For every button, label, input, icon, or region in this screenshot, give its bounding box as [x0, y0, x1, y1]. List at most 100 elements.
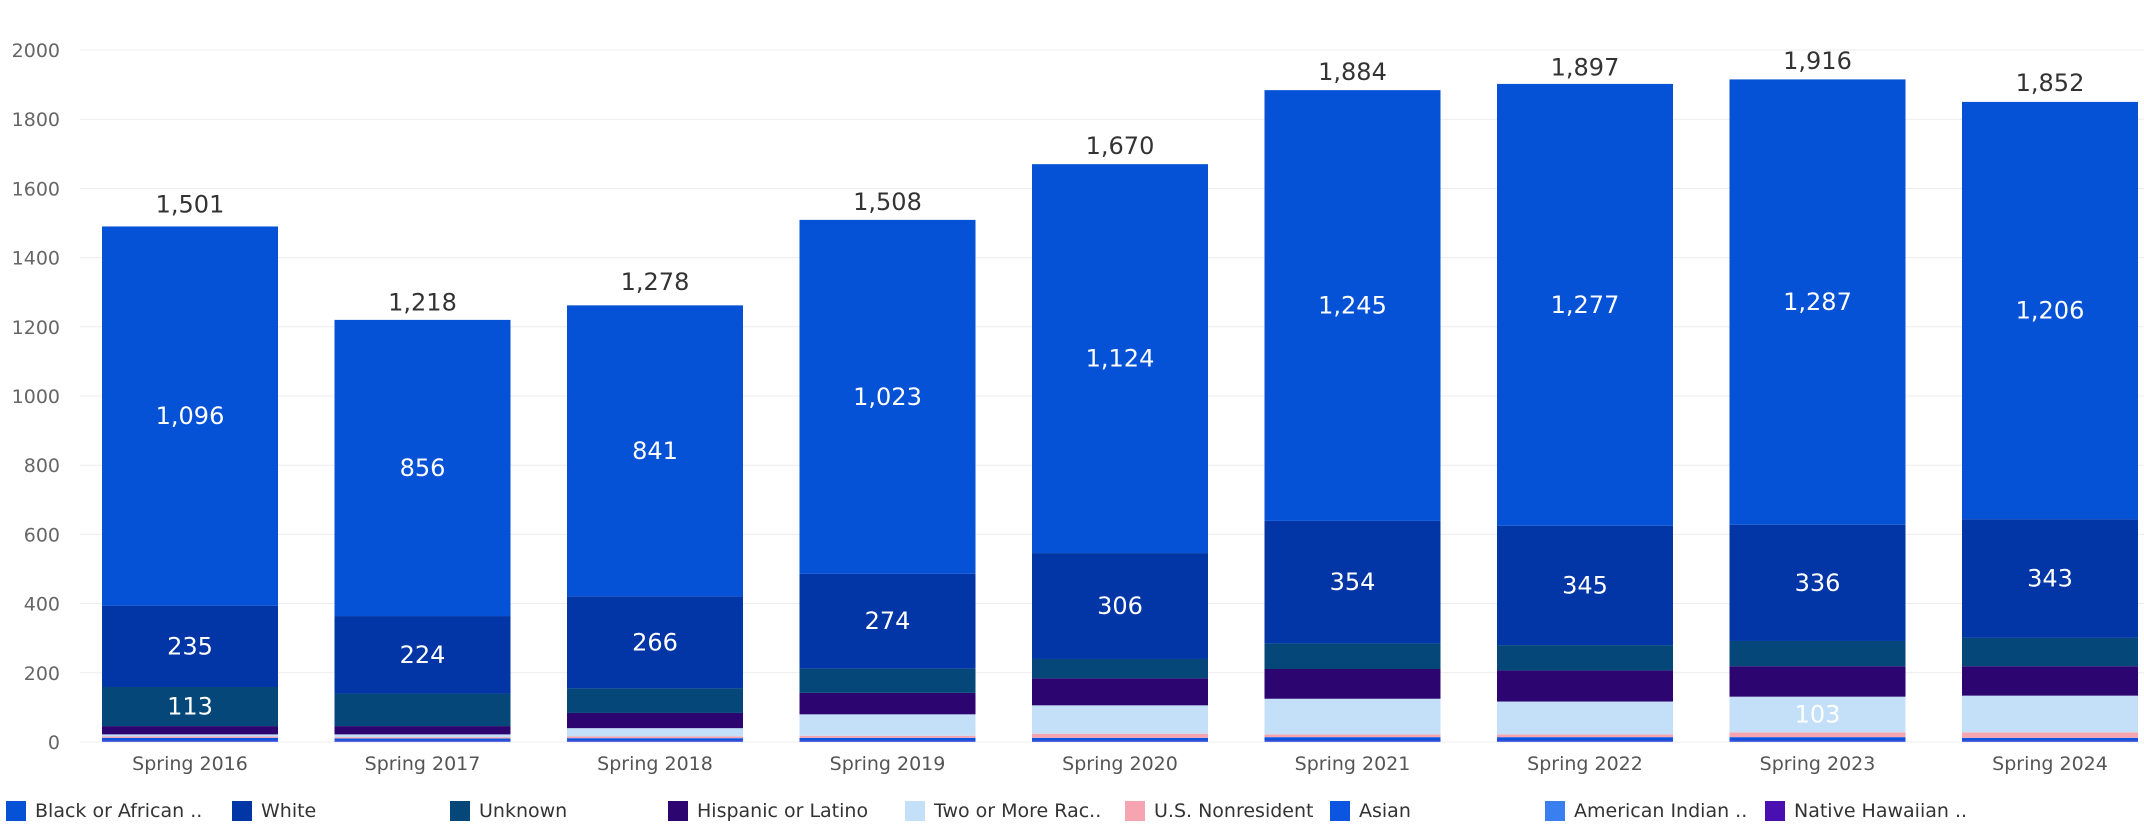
legend-item-two-or-more-rac[interactable]: Two or More Rac..: [905, 800, 1101, 822]
bar-segment-unknown[interactable]: [567, 688, 743, 713]
legend-swatch: [1765, 801, 1785, 821]
bar-segment-two-or-more-rac[interactable]: [102, 734, 278, 737]
bar-segment-asian[interactable]: [567, 738, 743, 741]
bar-segment-american-indian[interactable]: [1729, 741, 1906, 742]
bar-segment-u-s-nonresident[interactable]: [1729, 732, 1906, 738]
bar-segment-unknown[interactable]: [799, 668, 976, 693]
bar-segment-white[interactable]: [1497, 525, 1673, 646]
bar-segment-hispanic-or-latino[interactable]: [102, 726, 278, 735]
bar-segment-native-hawaiian[interactable]: [1729, 740, 1906, 742]
bar-segment-american-indian[interactable]: [1032, 741, 1208, 742]
bar-segment-white[interactable]: [1962, 519, 2138, 638]
bar-segment-black-or-african[interactable]: [1032, 164, 1208, 554]
legend-label: U.S. Nonresident: [1154, 800, 1314, 822]
bar-segment-unknown[interactable]: [1497, 645, 1673, 671]
bar-segment-asian[interactable]: [1497, 737, 1673, 741]
bar-segment-two-or-more-rac[interactable]: [799, 714, 976, 736]
bar-segment-u-s-nonresident[interactable]: [1497, 734, 1673, 738]
bar-segment-two-or-more-rac[interactable]: [1032, 705, 1208, 734]
legend-item-white[interactable]: White: [232, 800, 316, 822]
bar-segment-two-or-more-rac[interactable]: [1729, 696, 1906, 733]
bar-segment-native-hawaiian[interactable]: [799, 740, 976, 742]
bar-segment-two-or-more-rac[interactable]: [1497, 701, 1673, 735]
bar-segment-unknown[interactable]: [102, 686, 278, 727]
legend-item-u-s-nonresident[interactable]: U.S. Nonresident: [1125, 800, 1313, 822]
bar-segment-white[interactable]: [102, 605, 278, 687]
bar-segment-american-indian[interactable]: [799, 741, 976, 742]
x-category-label: Spring 2016: [132, 753, 248, 775]
bar-segment-u-s-nonresident[interactable]: [1264, 734, 1441, 738]
bar-segment-black-or-african[interactable]: [1264, 90, 1441, 521]
legend-item-unknown[interactable]: Unknown: [450, 800, 567, 822]
bar-segment-asian[interactable]: [334, 738, 511, 741]
legend-swatch: [1330, 801, 1350, 821]
bar-segment-asian[interactable]: [102, 737, 278, 741]
bar-segment-asian[interactable]: [1962, 737, 2138, 741]
x-category-label: Spring 2024: [1992, 753, 2108, 775]
bar-segment-asian[interactable]: [1729, 737, 1906, 741]
bar-segment-unknown[interactable]: [1729, 640, 1906, 667]
bar-segment-white[interactable]: [1032, 553, 1208, 659]
bar-segment-hispanic-or-latino[interactable]: [567, 712, 743, 729]
bar-segment-white[interactable]: [567, 596, 743, 689]
bar-segment-black-or-african[interactable]: [1962, 101, 2138, 520]
bar-segment-black-or-african[interactable]: [1729, 79, 1906, 525]
bar-segment-native-hawaiian[interactable]: [1264, 740, 1441, 742]
bar-segment-american-indian[interactable]: [1962, 741, 2138, 742]
bar-segment-two-or-more-rac[interactable]: [1264, 698, 1441, 735]
bar-segment-u-s-nonresident[interactable]: [334, 737, 511, 739]
legend-item-american-indian[interactable]: American Indian ..: [1545, 800, 1747, 822]
bar-segment-hispanic-or-latino[interactable]: [334, 726, 511, 735]
bar-total-label: 1,670: [1086, 132, 1155, 160]
bar-segment-native-hawaiian[interactable]: [102, 740, 278, 742]
bar-segment-u-s-nonresident[interactable]: [1032, 733, 1208, 738]
bar-segment-white[interactable]: [799, 573, 976, 669]
legend-label: White: [261, 800, 317, 822]
bar-segment-hispanic-or-latino[interactable]: [1032, 678, 1208, 706]
bar-segment-white[interactable]: [1264, 520, 1441, 644]
bar-segment-american-indian[interactable]: [567, 741, 743, 742]
bar-segment-american-indian[interactable]: [1497, 741, 1673, 742]
bar-segment-american-indian[interactable]: [1264, 741, 1441, 742]
bar-segment-black-or-african[interactable]: [799, 219, 976, 574]
bar-segment-hispanic-or-latino[interactable]: [1729, 666, 1906, 697]
bar-segment-two-or-more-rac[interactable]: [334, 734, 511, 738]
legend-item-asian[interactable]: Asian: [1330, 800, 1411, 822]
bar-segment-native-hawaiian[interactable]: [1962, 740, 2138, 742]
bar-segment-unknown[interactable]: [334, 693, 511, 727]
bar-segment-u-s-nonresident[interactable]: [799, 735, 976, 738]
bar-segment-asian[interactable]: [1032, 737, 1208, 741]
bar-segment-american-indian[interactable]: [334, 741, 511, 742]
bar-segment-white[interactable]: [334, 616, 511, 694]
bar-segment-native-hawaiian[interactable]: [567, 740, 743, 742]
bar-segment-unknown[interactable]: [1962, 637, 2138, 667]
bar-segment-hispanic-or-latino[interactable]: [799, 692, 976, 715]
bar-segment-white[interactable]: [1729, 524, 1906, 641]
bar-segment-asian[interactable]: [1264, 737, 1441, 741]
bar-segment-native-hawaiian[interactable]: [1032, 740, 1208, 742]
bar-total-label: 1,278: [621, 268, 690, 296]
bar-segment-unknown[interactable]: [1032, 658, 1208, 679]
bar-segment-hispanic-or-latino[interactable]: [1497, 670, 1673, 702]
bar-segment-hispanic-or-latino[interactable]: [1264, 668, 1441, 699]
bar-segment-hispanic-or-latino[interactable]: [1962, 666, 2138, 696]
segment-value-label: 841: [632, 437, 678, 465]
legend-item-hispanic-or-latino[interactable]: Hispanic or Latino: [668, 800, 868, 822]
bar-segment-black-or-african[interactable]: [102, 226, 278, 606]
bar-segment-two-or-more-rac[interactable]: [1962, 695, 2138, 733]
bar-segment-black-or-african[interactable]: [1497, 83, 1673, 526]
bar-segment-unknown[interactable]: [1264, 643, 1441, 669]
bar-segment-two-or-more-rac[interactable]: [567, 728, 743, 737]
bar-segment-u-s-nonresident[interactable]: [1962, 732, 2138, 738]
bar-segment-u-s-nonresident[interactable]: [567, 736, 743, 739]
bar-segment-black-or-african[interactable]: [334, 319, 511, 617]
bar-segment-u-s-nonresident[interactable]: [102, 736, 278, 738]
bar-segment-native-hawaiian[interactable]: [334, 740, 511, 742]
bar-segment-native-hawaiian[interactable]: [1497, 740, 1673, 742]
legend-item-native-hawaiian[interactable]: Native Hawaiian ..: [1765, 800, 1967, 822]
legend-item-black-or-african[interactable]: Black or African ..: [6, 800, 202, 822]
bar-segment-american-indian[interactable]: [102, 741, 278, 742]
bar-segment-black-or-african[interactable]: [567, 305, 743, 597]
bar-segment-asian[interactable]: [799, 737, 976, 741]
legend-label: Unknown: [479, 800, 568, 822]
